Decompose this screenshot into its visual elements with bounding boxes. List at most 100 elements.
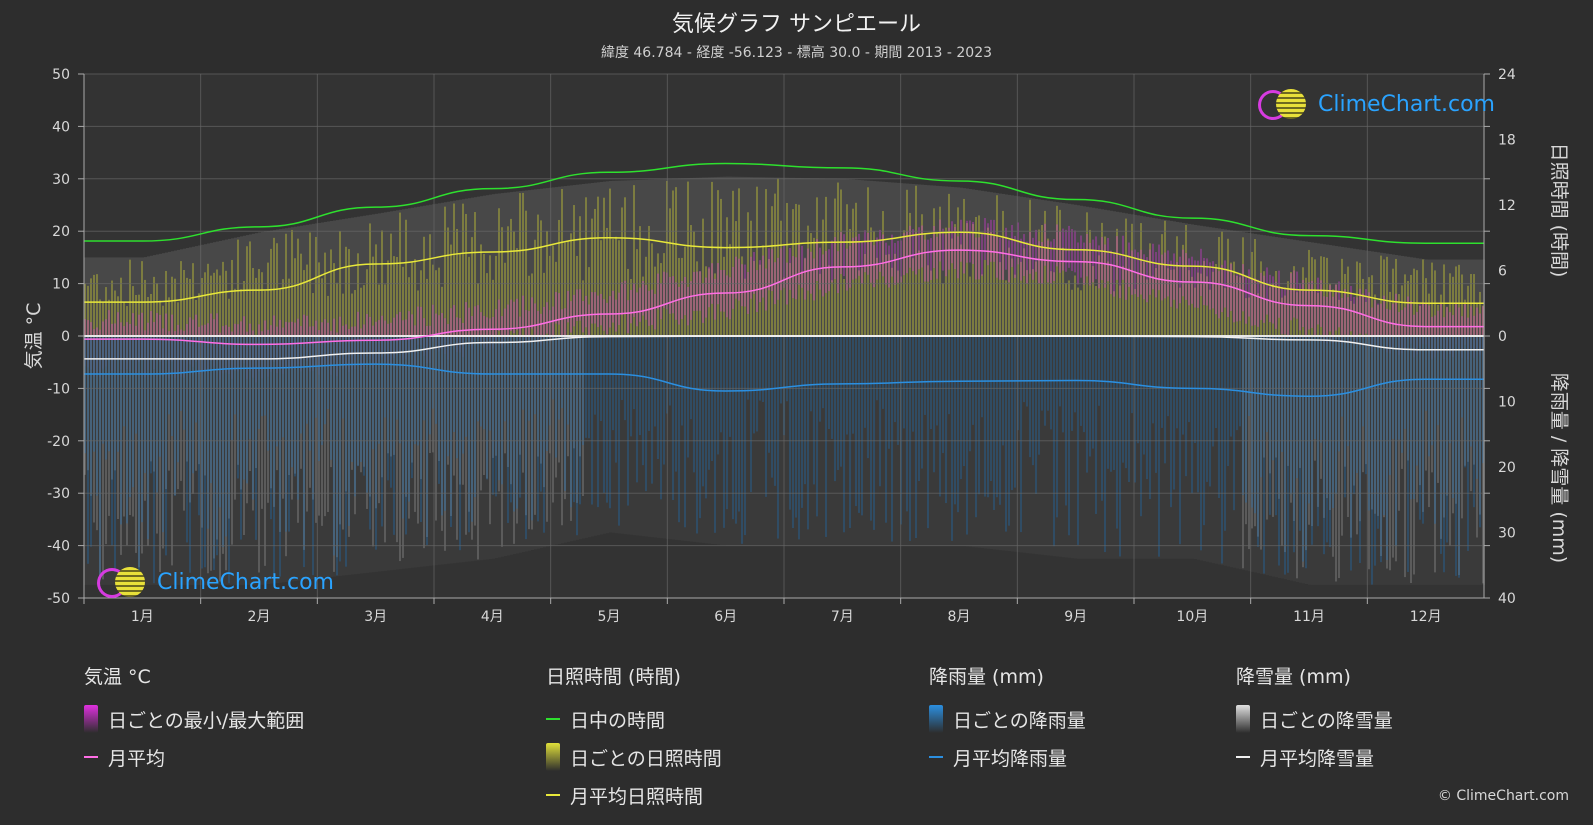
precip-envelope-bar (1398, 336, 1401, 585)
precip-envelope-bar (1332, 336, 1335, 585)
sunshine-daily-bar (204, 272, 206, 336)
rain-daily-bar (1347, 336, 1349, 447)
rain-daily-bar (810, 336, 812, 412)
precip-envelope-bar (1392, 336, 1395, 585)
temp-range-bar (780, 248, 782, 291)
sunshine-daily-bar (792, 209, 794, 336)
sunshine-envelope-bar (858, 179, 861, 336)
temp-range-bar (681, 281, 683, 319)
sunshine-daily-bar (1362, 278, 1364, 336)
sunshine-envelope-bar (696, 177, 699, 336)
sunshine-daily-bar (621, 207, 623, 336)
sunshine-daily-bar (822, 219, 824, 336)
rain-daily-bar (1041, 336, 1043, 411)
rain-daily-bar (1389, 336, 1391, 476)
legend-group: 気温 °C 日ごとの最小/最大範囲 月平均 (84, 662, 304, 776)
rain-daily-bar (816, 336, 818, 517)
precip-envelope-bar (411, 336, 414, 568)
sunshine-daily-bar (99, 299, 101, 336)
precip-envelope-bar (1455, 336, 1458, 585)
rain-daily-bar (1332, 336, 1334, 508)
climechart-logo-icon (1256, 88, 1312, 120)
chart-title: 気候グラフ サンピエール (672, 12, 921, 37)
snow-daily-bar (1446, 336, 1448, 496)
legend-group: 降雨量 (mm) 日ごとの降雨量 月平均降雨量 (929, 662, 1086, 776)
axes-layer: 50403020100-10-20-30-40-5024181260102030… (47, 67, 1516, 625)
legend-item[interactable]: 月平均 (84, 738, 304, 776)
temp-range-bar (594, 292, 596, 324)
legend-item[interactable]: 月平均日照時間 (546, 776, 722, 814)
temp-range-bar (483, 315, 485, 349)
sunshine-daily-bar (1344, 273, 1346, 336)
precip-envelope-bar (621, 336, 624, 534)
precip-envelope-bar (327, 336, 330, 578)
temp-range-bar (924, 239, 926, 282)
temp-range-bar (1455, 302, 1457, 345)
rain-daily-bar (573, 336, 575, 503)
sunshine-daily-bar (756, 186, 758, 336)
sunshine-daily-bar (129, 259, 131, 336)
precip-envelope-bar (1353, 336, 1356, 585)
snow-daily-bar (528, 336, 530, 530)
logo-text: ClimeChart.com (1318, 91, 1495, 117)
sunshine-daily-bar (492, 279, 494, 336)
temp-range-bar (1098, 245, 1100, 289)
temp-range-bar (789, 247, 791, 290)
snow-daily-bar (1461, 336, 1463, 519)
rain-daily-bar (1296, 336, 1298, 479)
rain-daily-bar (366, 336, 368, 493)
sunshine-daily-bar (696, 261, 698, 336)
sunshine-daily-bar (1035, 261, 1037, 336)
legend-item[interactable]: 日ごとの日照時間 (546, 738, 722, 776)
snow-daily-bar (1371, 336, 1373, 510)
sunshine-envelope-bar (768, 177, 771, 336)
temp-range-bar (822, 254, 824, 297)
sunshine-daily-bar (462, 203, 464, 336)
snow-daily-bar (1428, 336, 1430, 508)
rain-daily-bar (1326, 336, 1328, 543)
rain-daily-bar (906, 336, 908, 512)
legend-item[interactable]: 日ごとの降雨量 (929, 700, 1086, 738)
legend-item[interactable]: 日ごとの最小/最大範囲 (84, 700, 304, 738)
sunshine-daily-bar (549, 255, 551, 336)
precip-envelope-bar (1134, 336, 1137, 559)
rain-daily-bar (84, 336, 86, 454)
precip-envelope-bar (603, 336, 606, 534)
sunshine-daily-bar (1389, 291, 1391, 336)
sunshine-daily-bar (1233, 261, 1235, 336)
precip-envelope-bar (1137, 336, 1140, 559)
snow-daily-bar (1407, 336, 1409, 461)
temp-range-bar (951, 221, 953, 264)
temp-range-bar (519, 316, 521, 349)
rain-daily-bar (963, 336, 965, 467)
sunshine-daily-bar (1191, 276, 1193, 336)
logo-bottom[interactable]: ClimeChart.com (95, 566, 334, 598)
legend-item[interactable]: 日中の時間 (546, 700, 722, 738)
rain-daily-bar (1350, 336, 1352, 571)
rain-daily-bar (513, 336, 515, 512)
rain-daily-bar (414, 336, 416, 445)
precip-envelope-bar (978, 336, 981, 548)
legend-item[interactable]: 月平均降雪量 (1236, 738, 1393, 776)
sunshine-daily-bar (744, 278, 746, 336)
temp-range-bar (1278, 270, 1280, 318)
right-axis-sunshine-label: 日照時間 (時間) (1548, 143, 1570, 278)
rain-daily-bar (516, 336, 518, 509)
rain-daily-bar (450, 336, 452, 527)
logo-top[interactable]: ClimeChart.com (1256, 88, 1495, 120)
precip-envelope-bar (687, 336, 690, 542)
legend-item[interactable]: 月平均降雨量 (929, 738, 1086, 776)
snow-daily-bar (1278, 336, 1280, 499)
legend-item[interactable]: 日ごとの降雪量 (1236, 700, 1393, 738)
temp-range-bar (1110, 250, 1112, 295)
precip-envelope-bar (1215, 336, 1218, 564)
rain-daily-bar (258, 336, 260, 429)
precip-envelope-bar (138, 336, 141, 585)
temp-range-bar (645, 285, 647, 320)
temp-range-bar (585, 295, 587, 328)
chart-subtitle: 緯度 46.784 - 経度 -56.123 - 標高 30.0 - 期間 20… (600, 45, 993, 61)
sunshine-envelope-bar (1113, 211, 1116, 336)
sunshine-daily-bar (1395, 258, 1397, 336)
temp-range-bar (1101, 237, 1103, 281)
sunshine-daily-bar (273, 237, 275, 336)
